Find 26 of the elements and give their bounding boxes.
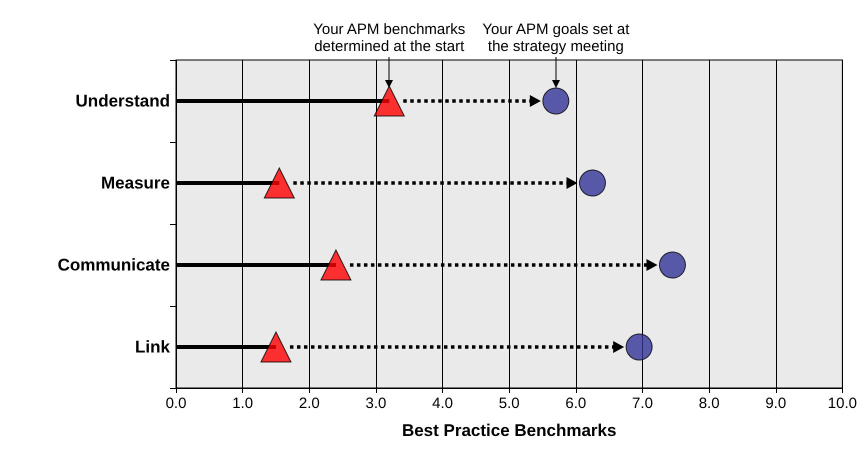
y-tick-label: Measure [101,174,170,192]
y-tick-label: Link [135,338,171,356]
point [320,250,352,280]
point [264,168,295,198]
x-tick-label: 9.0 [765,395,786,412]
y-tick-label: Understand [76,92,170,110]
x-tick-label: 7.0 [632,395,653,412]
x-tick-label: 2.0 [298,395,320,412]
x-tick-label: 0.0 [166,395,186,412]
x-tick-label: 5.0 [498,395,520,412]
point [542,88,570,114]
point [658,252,686,278]
point [626,334,653,360]
annotation: Your APM benchmarks determined at the start [313,21,466,55]
x-tick-label: 3.0 [365,395,386,412]
x-tick-label: 1.0 [232,395,254,412]
point [374,86,405,116]
x-tick-label: 4.0 [432,395,453,412]
x-tick-label: 10.0 [828,395,858,412]
y-tick-label: Communicate [58,256,170,274]
annotation: Your APM goals set at the strategy meeting [482,21,630,55]
x-tick-label: 6.0 [565,395,586,412]
point [579,170,606,196]
x-axis-title: Best Practice Benchmarks [402,421,616,440]
x-tick-label: 8.0 [698,395,720,412]
point [260,332,292,362]
